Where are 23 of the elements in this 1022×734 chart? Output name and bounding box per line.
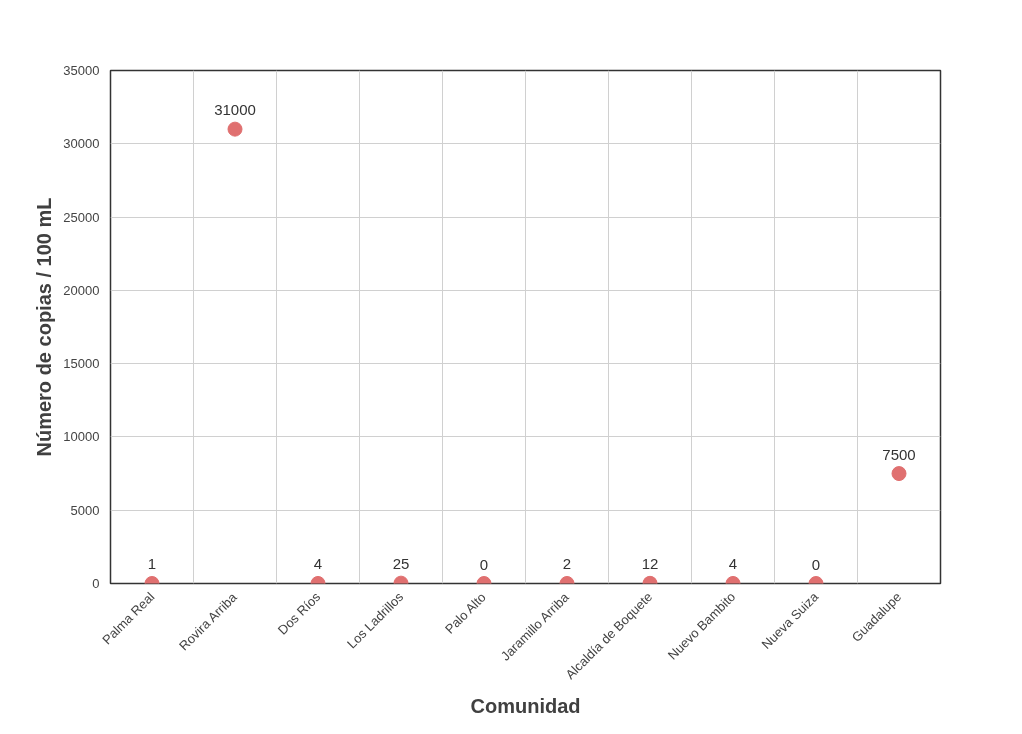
y-tick-label: 10000 bbox=[63, 429, 100, 445]
data-label: 2 bbox=[562, 555, 572, 573]
data-label: 25 bbox=[392, 555, 410, 573]
y-tick-label: 15000 bbox=[63, 356, 100, 372]
x-axis-title: Comunidad bbox=[470, 695, 581, 718]
data-label: 0 bbox=[479, 555, 489, 573]
data-label: 31000 bbox=[214, 101, 256, 119]
y-tick-label: 35000 bbox=[63, 63, 100, 78]
data-label: 12 bbox=[641, 555, 659, 573]
y-tick-label: 25000 bbox=[63, 209, 100, 225]
point bbox=[227, 121, 243, 137]
y-axis-title: Número de copias / 100 mL bbox=[33, 197, 56, 457]
data-label: 7500 bbox=[882, 445, 916, 463]
data-label: 4 bbox=[728, 555, 738, 573]
data-label: 1 bbox=[147, 555, 157, 573]
y-tick-label: 20000 bbox=[63, 282, 100, 298]
x-tick-label: Palo Alto bbox=[441, 589, 489, 637]
y-tick-label: 5000 bbox=[70, 502, 100, 518]
data-label: 0 bbox=[811, 555, 821, 573]
y-tick-label: 30000 bbox=[63, 136, 100, 152]
y-tick-label: 0 bbox=[92, 576, 100, 591]
data-label: 4 bbox=[313, 555, 323, 573]
x-tick-label: Dos Ríos bbox=[274, 588, 324, 638]
